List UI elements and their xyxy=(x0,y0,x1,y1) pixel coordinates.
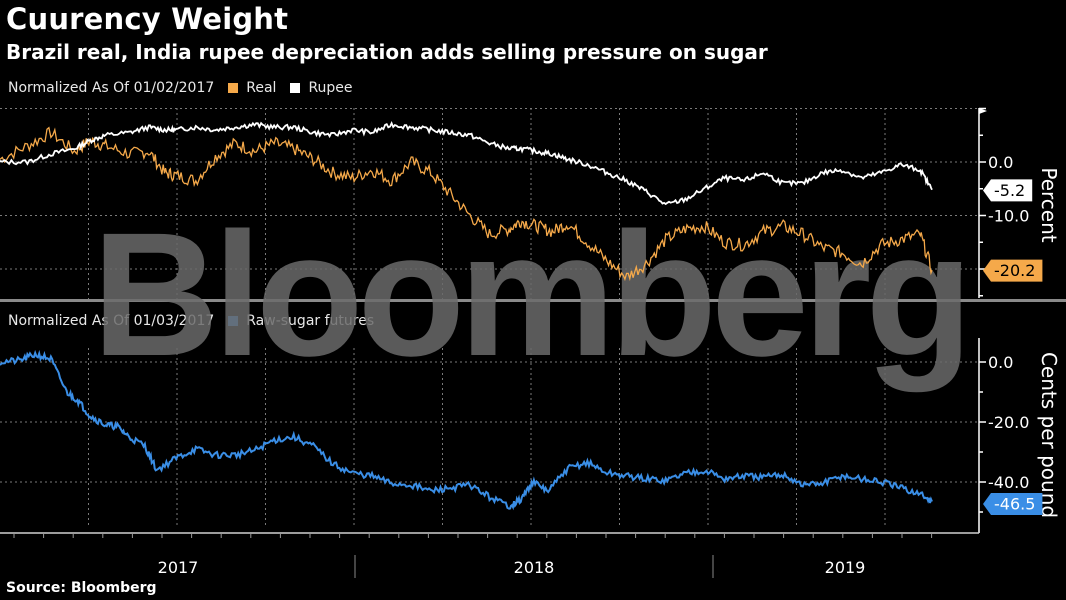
sugar-series-line xyxy=(0,349,933,511)
axis-layer xyxy=(0,107,987,578)
year-label: 2019 xyxy=(825,558,866,577)
top-ylabel: Percent xyxy=(1037,167,1061,242)
chart-title: Cuurency Weight xyxy=(6,2,289,36)
rupee-series-line xyxy=(0,120,933,206)
top-legend: Normalized As Of 01/02/2017 Real Rupee xyxy=(8,80,353,96)
real-legend-swatch xyxy=(228,83,239,93)
sugar-badge-background xyxy=(983,493,1043,515)
sugar-last-value-badge: -46.5 xyxy=(983,493,1043,515)
real-legend-label: Real xyxy=(246,80,277,96)
top-legend-prefix: Normalized As Of 01/02/2017 xyxy=(8,80,215,96)
chart-subtitle: Brazil real, India rupee depreciation ad… xyxy=(6,40,768,64)
bottom-legend: Normalized As Of 01/03/2017 Raw-sugar fu… xyxy=(8,313,374,329)
rupee-last-value-badge: -5.2 xyxy=(983,179,1033,202)
real-badge-background xyxy=(983,259,1043,282)
bottom-ytick-label: -40.0 xyxy=(988,473,1029,492)
year-label: 2017 xyxy=(158,558,199,577)
top-ytick-label: 0.0 xyxy=(988,153,1013,172)
bottom-ytick-label: 0.0 xyxy=(988,353,1013,372)
series-layer xyxy=(0,120,933,511)
real-last-value: -20.2 xyxy=(994,261,1035,280)
bloomberg-watermark: Bloomberg xyxy=(92,197,967,393)
bottom-ytick-label: -20.0 xyxy=(988,413,1029,432)
axis-top-marker xyxy=(979,108,987,114)
real-series-line xyxy=(0,126,933,282)
panel-separator xyxy=(0,299,1066,302)
rupee-last-value: -5.2 xyxy=(994,181,1025,200)
sugar-legend-swatch xyxy=(228,316,239,326)
grid-layer xyxy=(0,108,1066,528)
rupee-legend-swatch xyxy=(290,83,301,93)
bottom-ylabel: Cents per pound xyxy=(1037,352,1061,518)
sugar-last-value: -46.5 xyxy=(994,495,1035,514)
sugar-legend-label: Raw-sugar futures xyxy=(246,313,375,329)
rupee-legend-label: Rupee xyxy=(308,80,353,96)
year-label: 2018 xyxy=(514,558,555,577)
top-ytick-label: -10.0 xyxy=(988,207,1029,226)
rupee-badge-background xyxy=(983,179,1033,202)
source-note: Source: Bloomberg xyxy=(6,580,157,596)
real-last-value-badge: -20.2 xyxy=(983,259,1043,282)
bottom-legend-prefix: Normalized As Of 01/03/2017 xyxy=(8,313,215,329)
